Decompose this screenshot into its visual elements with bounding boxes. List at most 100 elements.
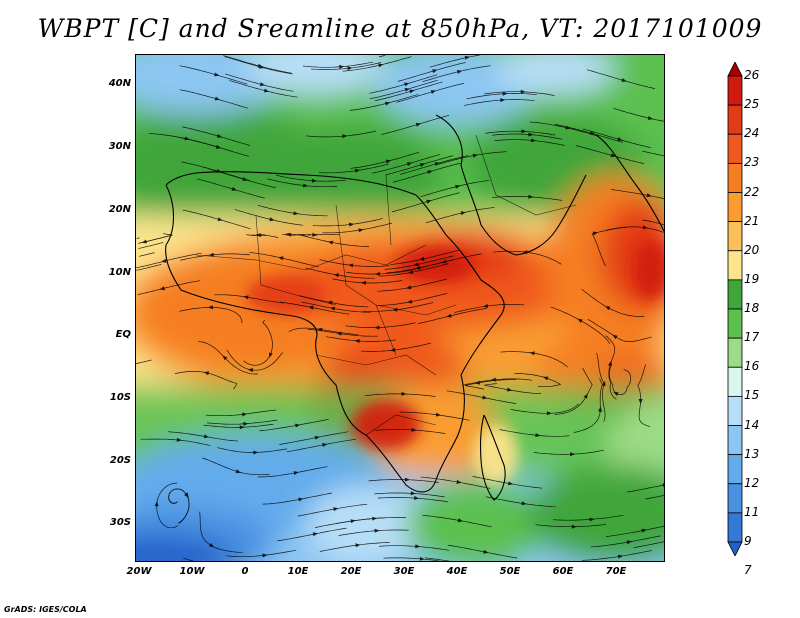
color-bar-label: 15 bbox=[744, 388, 760, 403]
streamline bbox=[299, 234, 370, 247]
streamline bbox=[182, 209, 251, 230]
streamline bbox=[279, 301, 350, 315]
streamline bbox=[342, 56, 412, 72]
streamline bbox=[378, 55, 386, 58]
streamline bbox=[372, 154, 441, 174]
streamline bbox=[492, 133, 563, 140]
streamline-arrow bbox=[592, 231, 599, 236]
streamline bbox=[606, 226, 664, 233]
streamline-arrow bbox=[414, 496, 420, 500]
lon-tick-label: 60E bbox=[552, 566, 574, 577]
streamline bbox=[379, 263, 449, 277]
streamline bbox=[298, 295, 369, 308]
streamline bbox=[302, 61, 373, 68]
streamline bbox=[179, 306, 243, 324]
streamline-arrow bbox=[642, 225, 648, 230]
streamline-arrow bbox=[215, 144, 222, 149]
streamline bbox=[136, 359, 152, 364]
streamline-arrow bbox=[426, 199, 432, 204]
streamline-arrow bbox=[327, 240, 334, 245]
streamline bbox=[494, 139, 565, 146]
streamline-arrow bbox=[528, 194, 534, 199]
streamline bbox=[301, 301, 371, 313]
streamline-arrow bbox=[222, 355, 228, 361]
streamline-arrow bbox=[354, 168, 361, 173]
streamline bbox=[229, 80, 298, 98]
streamline-arrow bbox=[358, 228, 364, 233]
streamline bbox=[420, 180, 489, 198]
streamline-arrow bbox=[243, 295, 249, 300]
streamline-arrow bbox=[507, 387, 513, 392]
streamline bbox=[226, 549, 297, 558]
streamline-arrow bbox=[605, 306, 611, 311]
streamline-arrow bbox=[522, 250, 528, 255]
lat-tick-label: EQ bbox=[115, 329, 131, 341]
streamline bbox=[399, 411, 470, 421]
streamline bbox=[484, 91, 555, 96]
streamline bbox=[575, 145, 645, 165]
color-bar-swatch bbox=[727, 454, 743, 485]
chart-title: WBPT [C] and Sreamline at 850hPa, VT: 20… bbox=[37, 14, 763, 43]
streamline bbox=[322, 222, 392, 234]
streamline bbox=[485, 496, 556, 508]
streamline-arrow bbox=[269, 217, 275, 222]
streamline-arrow bbox=[543, 376, 549, 381]
streamline bbox=[645, 495, 664, 500]
streamline-arrow bbox=[626, 540, 632, 545]
streamline bbox=[413, 253, 482, 270]
streamline-arrow bbox=[662, 483, 664, 488]
streamline bbox=[378, 545, 450, 551]
streamline bbox=[199, 511, 243, 553]
lat-tick-label: 40N bbox=[108, 78, 131, 90]
streamline-arrow bbox=[435, 412, 441, 417]
streamline bbox=[499, 429, 570, 437]
streamline bbox=[338, 529, 409, 536]
streamline-arrow bbox=[610, 153, 616, 158]
streamline-arrow bbox=[311, 178, 317, 183]
color-bar-label: 21 bbox=[744, 213, 760, 228]
streamline-arrow bbox=[571, 524, 577, 529]
streamline bbox=[275, 174, 346, 182]
lat-tick-label: 30S bbox=[109, 517, 131, 529]
streamline-arrow bbox=[242, 412, 248, 417]
streamline bbox=[139, 252, 155, 257]
streamline bbox=[425, 207, 495, 224]
streamline bbox=[609, 362, 632, 396]
streamline-arrow bbox=[217, 217, 223, 221]
streamline bbox=[374, 492, 445, 498]
streamline bbox=[267, 178, 338, 188]
streamline-arrow bbox=[348, 222, 355, 227]
color-bar-swatch bbox=[727, 512, 743, 543]
color-bar-label: 24 bbox=[744, 126, 760, 141]
lat-tick-label: 30N bbox=[108, 141, 131, 153]
streamline-arrow bbox=[374, 528, 380, 533]
streamline-arrow bbox=[404, 477, 410, 482]
streamline bbox=[385, 155, 454, 176]
streamline-arrow bbox=[577, 318, 583, 323]
streamline bbox=[581, 288, 645, 317]
streamline bbox=[454, 304, 525, 313]
streamline bbox=[392, 162, 461, 183]
streamline bbox=[610, 188, 664, 200]
streamline-arrow bbox=[243, 421, 249, 426]
streamline bbox=[369, 74, 438, 94]
map-canvas bbox=[136, 55, 664, 561]
streamline-arrow bbox=[413, 262, 419, 267]
streamline-arrow bbox=[474, 380, 481, 385]
streamline-arrow bbox=[184, 492, 189, 498]
streamline-arrow bbox=[203, 371, 210, 376]
streamline bbox=[637, 364, 651, 427]
lat-tick-label: 10N bbox=[108, 266, 131, 278]
streamline-arrow bbox=[583, 393, 588, 399]
color-bar-label: 18 bbox=[744, 301, 760, 315]
streamline-arrow bbox=[456, 479, 462, 484]
streamline bbox=[345, 268, 416, 275]
streamline-arrow bbox=[208, 252, 214, 257]
streamline-arrow bbox=[432, 69, 438, 74]
streamline bbox=[462, 378, 533, 386]
streamline bbox=[277, 527, 347, 542]
streamline bbox=[390, 249, 460, 265]
streamline-arrow bbox=[482, 395, 488, 400]
color-bar-swatch bbox=[727, 308, 743, 339]
streamline-arrow bbox=[385, 101, 391, 106]
